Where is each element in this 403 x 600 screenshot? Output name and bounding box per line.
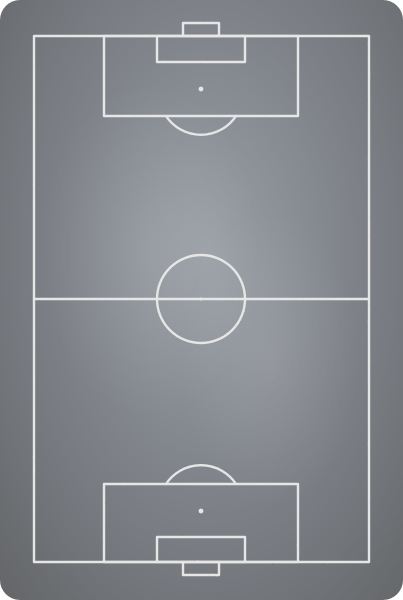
top-penalty-spot	[198, 86, 204, 92]
top-goal-area	[155, 34, 247, 64]
top-penalty-arc	[164, 114, 238, 136]
center-circle	[155, 253, 247, 345]
bottom-penalty-spot	[198, 508, 204, 514]
top-goal	[181, 21, 221, 38]
bottom-goal-area	[155, 535, 247, 564]
bottom-goal	[181, 560, 221, 577]
center-spot	[199, 297, 203, 301]
chalk-smudge	[180, 210, 360, 510]
top-penalty-area	[102, 34, 300, 118]
bottom-penalty-arc	[164, 464, 238, 486]
